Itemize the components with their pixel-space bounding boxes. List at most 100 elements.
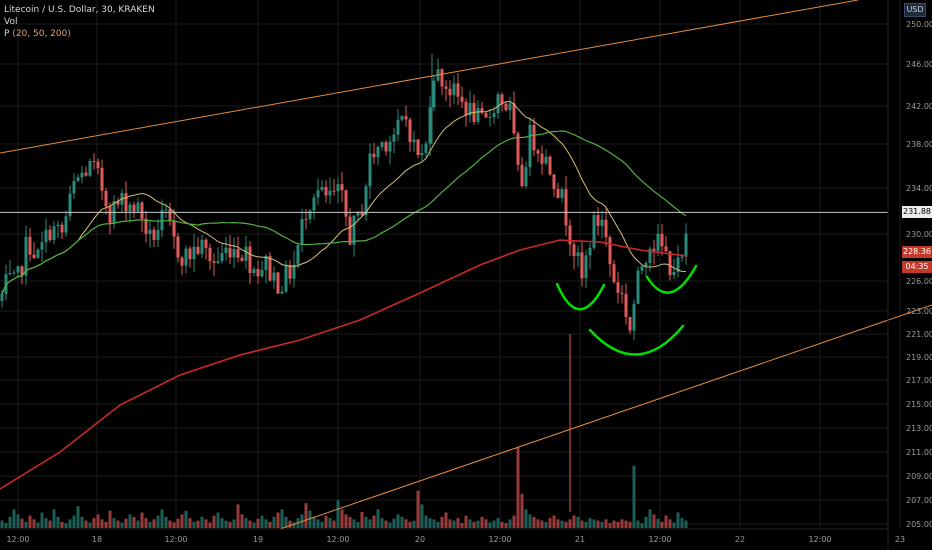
candle-body [540, 153, 544, 164]
candle-body [272, 272, 276, 281]
volume-bar [308, 510, 312, 528]
candle-body [556, 189, 560, 198]
drawings[interactable] [0, 0, 932, 530]
volume-bar [452, 520, 456, 528]
candle-body [144, 218, 148, 234]
volume-bar [572, 515, 576, 528]
candle-body [624, 293, 628, 318]
candle-body [268, 255, 272, 281]
volume-bar [116, 520, 120, 528]
price-tick-label: 211.00 [906, 448, 932, 457]
candle-body [128, 204, 132, 212]
candle-body [164, 209, 168, 211]
candle-body [136, 202, 140, 212]
volume-bar [520, 493, 524, 528]
volume-bar [12, 509, 16, 528]
candle-body [392, 134, 396, 142]
volume-bar [412, 520, 416, 528]
volume-bar [460, 523, 464, 528]
price-tick-label: 250.00 [906, 20, 932, 29]
volume-bar [624, 520, 628, 528]
volume-bar [384, 520, 388, 528]
candle-body [64, 216, 68, 233]
volume-bar [244, 518, 248, 528]
volume-legend[interactable]: Vol [4, 17, 18, 27]
candle-body [452, 83, 456, 96]
candle-body [220, 252, 224, 262]
candle-body [204, 239, 208, 248]
time-tick-label: 12:00 [164, 535, 187, 544]
volume-bar [636, 520, 640, 528]
volume-bar [352, 519, 356, 528]
candle-body [292, 264, 296, 279]
volume-bar [180, 514, 184, 528]
volume-bar [136, 520, 140, 528]
volume-bar [376, 509, 380, 528]
volume-bar [256, 518, 260, 528]
candle-body [384, 142, 388, 152]
volume-bar [68, 519, 72, 528]
volume-bar [680, 518, 684, 528]
volume-bar [368, 519, 372, 528]
time-tick-label: 23 [895, 535, 905, 544]
candle-body [684, 233, 688, 257]
candle-body [56, 224, 60, 227]
candle-body [40, 242, 44, 250]
lower-trendline [279, 304, 932, 530]
candle-body [180, 257, 184, 266]
candle-body [20, 266, 24, 276]
volume-bar [504, 523, 508, 528]
candle-body [440, 69, 444, 87]
time-tick-label: 12:00 [648, 535, 671, 544]
volume-bar [640, 523, 644, 528]
volume-bar [160, 509, 164, 528]
volume-bar [4, 523, 8, 528]
candle-body [388, 141, 392, 152]
currency-badge[interactable]: USD [904, 3, 926, 17]
volume-bar [276, 512, 280, 528]
volume-bar [108, 510, 112, 528]
volume-bar [176, 518, 180, 528]
volume-bar [328, 518, 332, 528]
volume-bar [604, 519, 608, 528]
volume-bar [228, 521, 232, 528]
candle-body [668, 251, 672, 276]
volume-bar [260, 515, 264, 528]
candle-body [464, 101, 468, 116]
volume-bar [556, 519, 560, 528]
candle-body [228, 247, 232, 258]
volume-bar [140, 512, 144, 528]
volume-bar [332, 520, 336, 528]
time-tick-label: 12:00 [6, 535, 29, 544]
candle-body [208, 247, 212, 262]
candle-body [528, 124, 532, 168]
candle-body [288, 264, 292, 279]
volume-bar [232, 519, 236, 528]
ma-legend[interactable]: P (20, 50, 200) [4, 28, 155, 40]
horizontal-line-price-tag: 231.88 [902, 206, 932, 218]
candle-body [572, 244, 576, 257]
volume-bar [632, 466, 636, 528]
symbol-line[interactable]: Litecoin / U.S. Dollar, 30, KRAKEN [4, 5, 155, 15]
candle-body [380, 142, 384, 148]
candle-body [408, 119, 412, 143]
candle-body [300, 219, 304, 246]
time-tick-label: 21 [575, 535, 585, 544]
candle-body [252, 268, 256, 274]
price-tick-label: 246.00 [906, 60, 932, 69]
price-tick-label: 219.00 [906, 353, 932, 362]
candle-body [176, 236, 180, 258]
candle-body [44, 229, 48, 243]
candle-body [364, 186, 368, 216]
candle-body [168, 209, 172, 222]
candle-body [52, 226, 56, 241]
candle-body [640, 266, 644, 271]
time-axis[interactable]: 12:00 18 12:00 19 12:00 20 12:00 21 12:00 22 12:00… [6, 535, 905, 544]
price-axis[interactable]: 205.00 207.00 209.00 211.00 213.00 215.00 217.… [906, 20, 932, 529]
candle-body [0, 293, 4, 301]
candle-body [312, 197, 316, 211]
volume-bar [476, 520, 480, 528]
volume-bar [584, 521, 588, 528]
price-tick-label: 230.00 [906, 230, 932, 239]
